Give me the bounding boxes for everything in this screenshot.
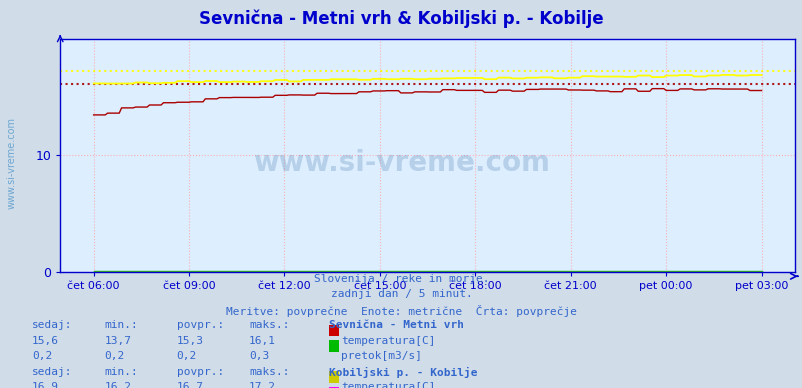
Text: www.si-vreme.com: www.si-vreme.com xyxy=(253,149,549,177)
Text: Slovenija / reke in morje.: Slovenija / reke in morje. xyxy=(314,274,488,284)
Text: 16,2: 16,2 xyxy=(104,382,132,388)
Text: Sevnična - Metni vrh: Sevnična - Metni vrh xyxy=(329,320,464,330)
Text: 16,1: 16,1 xyxy=(249,336,276,346)
Text: temperatura[C]: temperatura[C] xyxy=(341,382,435,388)
Text: Meritve: povprečne  Enote: metrične  Črta: povprečje: Meritve: povprečne Enote: metrične Črta:… xyxy=(225,305,577,317)
Text: maks.:: maks.: xyxy=(249,367,289,377)
Text: temperatura[C]: temperatura[C] xyxy=(341,336,435,346)
Text: 0,2: 0,2 xyxy=(32,351,52,361)
Text: sedaj:: sedaj: xyxy=(32,320,72,330)
Text: 0,2: 0,2 xyxy=(176,351,196,361)
Text: sedaj:: sedaj: xyxy=(32,367,72,377)
Text: min.:: min.: xyxy=(104,367,138,377)
Text: 16,7: 16,7 xyxy=(176,382,204,388)
Text: min.:: min.: xyxy=(104,320,138,330)
Text: maks.:: maks.: xyxy=(249,320,289,330)
Text: povpr.:: povpr.: xyxy=(176,320,224,330)
Text: 16,9: 16,9 xyxy=(32,382,59,388)
Text: www.si-vreme.com: www.si-vreme.com xyxy=(6,117,16,209)
Text: Kobiljski p. - Kobilje: Kobiljski p. - Kobilje xyxy=(329,367,477,378)
Text: zadnji dan / 5 minut.: zadnji dan / 5 minut. xyxy=(330,289,472,299)
Text: 13,7: 13,7 xyxy=(104,336,132,346)
Text: 15,3: 15,3 xyxy=(176,336,204,346)
Text: 0,2: 0,2 xyxy=(104,351,124,361)
Text: 0,3: 0,3 xyxy=(249,351,269,361)
Text: povpr.:: povpr.: xyxy=(176,367,224,377)
Text: pretok[m3/s]: pretok[m3/s] xyxy=(341,351,422,361)
Text: 17,2: 17,2 xyxy=(249,382,276,388)
Text: 15,6: 15,6 xyxy=(32,336,59,346)
Text: Sevnična - Metni vrh & Kobiljski p. - Kobilje: Sevnična - Metni vrh & Kobiljski p. - Ko… xyxy=(199,10,603,28)
